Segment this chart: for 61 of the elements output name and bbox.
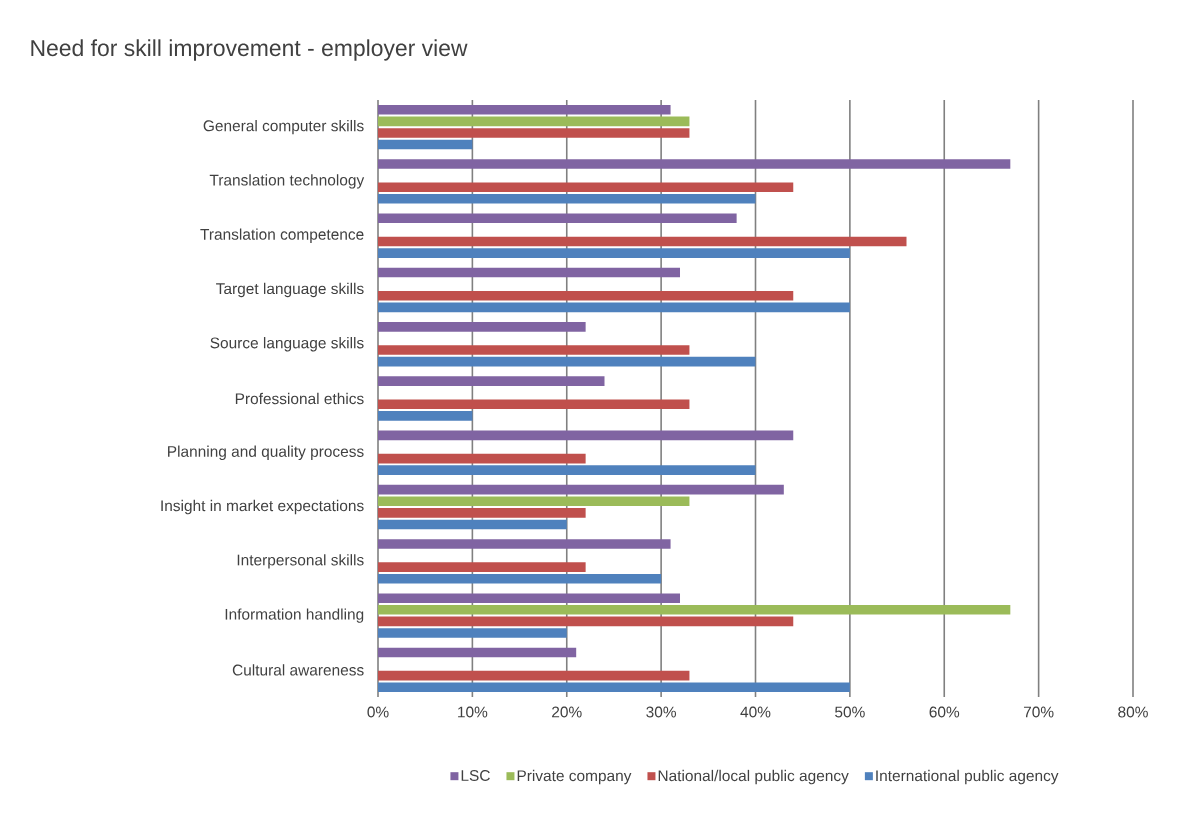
bar (378, 116, 690, 127)
y-tick-label: Planning and quality process (168, 445, 364, 460)
bar (378, 236, 907, 247)
y-tick-label: Cultural awareness (232, 664, 364, 676)
bar (378, 496, 690, 507)
bar (378, 376, 605, 386)
x-tick-label: 50% (835, 706, 865, 718)
bar (378, 139, 473, 150)
y-tick-label: Target language skills (216, 282, 364, 298)
bar (378, 616, 794, 627)
bar (378, 267, 680, 278)
y-tick-label: Information handling (225, 608, 364, 623)
y-tick-label: Source language skills (210, 337, 364, 352)
legend-label: LSC (461, 770, 490, 781)
bar (378, 248, 850, 258)
bar (378, 290, 794, 301)
y-tick-label: Translation competence (200, 228, 364, 243)
chart-title: Need for skill improvement - employer view (31, 39, 468, 61)
y-tick-label: General computer skills (203, 119, 364, 135)
bar (378, 399, 690, 410)
bar (378, 345, 690, 355)
bar (378, 453, 586, 464)
legend-label: National/local public agency (658, 769, 849, 785)
legend-label: International public agency (876, 769, 1059, 785)
bar (378, 194, 756, 204)
y-tick-label: Professional ethics (235, 392, 364, 405)
bar (378, 670, 690, 681)
x-tick-label: 70% (1023, 706, 1054, 718)
bar (378, 647, 577, 658)
x-tick-label: 20% (552, 706, 582, 718)
bar (378, 159, 1011, 169)
bar (378, 430, 794, 441)
bar (378, 356, 756, 367)
bar (378, 128, 690, 138)
bar (378, 182, 794, 193)
x-tick-label: 30% (646, 706, 677, 718)
bar (378, 519, 567, 530)
y-tick-label: Interpersonal skills (237, 554, 364, 569)
bar (378, 302, 850, 313)
bar (378, 539, 671, 549)
bar (378, 593, 680, 604)
bar (378, 628, 567, 638)
bar (378, 484, 784, 495)
x-tick-label: 10% (458, 706, 488, 718)
y-tick-label: Translation technology (209, 174, 365, 189)
x-tick-label: 80% (1118, 706, 1148, 718)
bar (378, 104, 671, 115)
x-tick-label: 40% (740, 706, 771, 718)
bar (378, 605, 1011, 615)
bar (378, 213, 737, 224)
legend-label: Private company (517, 769, 632, 785)
bar (378, 562, 586, 572)
bar (378, 508, 586, 518)
x-tick-label: 0% (367, 706, 389, 718)
bar (378, 411, 473, 421)
bar (378, 322, 586, 332)
bar (378, 465, 756, 475)
y-tick-label: Insight in market expectations (161, 499, 364, 515)
bar (378, 573, 662, 584)
x-tick-label: 60% (929, 706, 960, 718)
bar (378, 682, 850, 693)
